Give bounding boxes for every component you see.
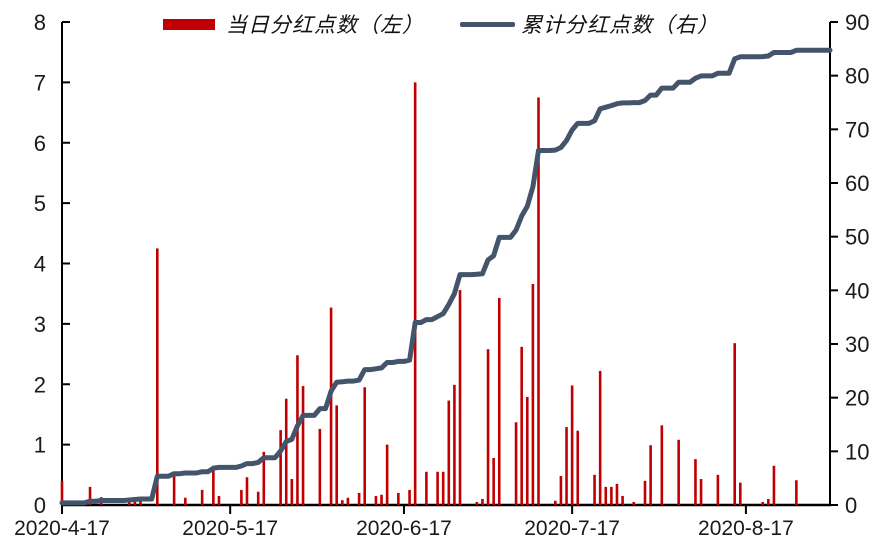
svg-text:10: 10 <box>845 439 869 464</box>
svg-text:70: 70 <box>845 117 869 142</box>
svg-text:2020-5-17: 2020-5-17 <box>182 517 278 540</box>
svg-text:4: 4 <box>34 252 46 277</box>
svg-text:5: 5 <box>34 191 46 216</box>
svg-text:1: 1 <box>34 433 46 458</box>
svg-text:90: 90 <box>845 10 869 35</box>
legend-label-daily: 当日分红点数（左） <box>226 13 424 37</box>
svg-text:7: 7 <box>34 70 46 95</box>
svg-text:80: 80 <box>845 64 869 89</box>
svg-text:20: 20 <box>845 386 869 411</box>
svg-text:50: 50 <box>845 225 869 250</box>
legend-item-cumulative: 累计分红点数（右） <box>460 9 719 39</box>
svg-text:2020-8-17: 2020-8-17 <box>698 517 794 540</box>
legend-item-daily: 当日分红点数（左） <box>163 9 424 39</box>
svg-text:6: 6 <box>34 131 46 156</box>
svg-text:2020-4-17: 2020-4-17 <box>14 517 110 540</box>
svg-text:30: 30 <box>845 332 869 357</box>
daily-bar-legend-swatch-icon <box>163 18 215 30</box>
svg-text:8: 8 <box>34 10 46 35</box>
svg-text:0: 0 <box>34 493 46 518</box>
svg-text:2020-7-17: 2020-7-17 <box>524 517 620 540</box>
chart-legend: 当日分红点数（左） 累计分红点数（右） <box>163 9 719 39</box>
cumulative-line-legend-swatch-icon <box>460 21 515 27</box>
legend-label-cumulative: 累计分红点数（右） <box>521 13 719 37</box>
svg-text:2020-6-17: 2020-6-17 <box>356 517 452 540</box>
svg-text:40: 40 <box>845 278 869 303</box>
svg-text:0: 0 <box>845 493 857 518</box>
svg-text:3: 3 <box>34 312 46 337</box>
svg-text:2: 2 <box>34 372 46 397</box>
svg-text:60: 60 <box>845 171 869 196</box>
